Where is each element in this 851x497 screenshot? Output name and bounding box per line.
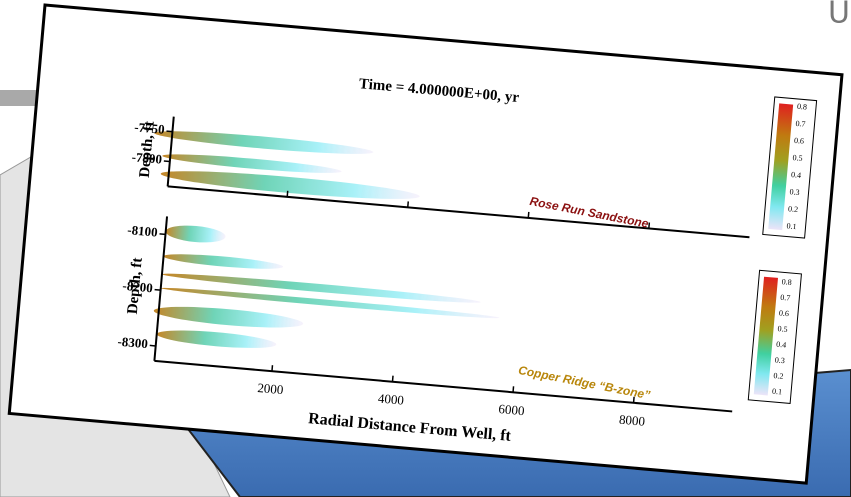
colorbar-tick-label: 0.6: [779, 308, 790, 318]
figure-card: Time = 4.000000E+00, yr Depth, ft Depth,…: [9, 5, 842, 483]
x-tick-label: 4000: [377, 391, 404, 408]
colorbar-tick-label: 0.7: [795, 119, 806, 129]
x-tick: [649, 222, 650, 228]
x-tick-label: 8000: [618, 412, 645, 429]
y-tick-label: -8300: [117, 334, 149, 352]
y-tick: [166, 131, 172, 132]
x-tick: [272, 365, 273, 371]
x-tick: [287, 191, 288, 197]
x-tick-label: 2000: [257, 380, 284, 397]
colorbar-tick-label: 0.5: [792, 153, 803, 163]
colorbar-tick-label: 0.4: [791, 170, 802, 180]
y-tick-label: -7750: [134, 119, 166, 137]
corner-text: U: [828, 0, 850, 31]
y-tick-label: -7800: [131, 149, 163, 167]
y-tick: [155, 290, 161, 291]
colorbar-tick-label: 0.4: [776, 340, 787, 350]
y-tick-label: -8200: [122, 278, 154, 296]
colorbar-tick-label: 0.8: [797, 102, 808, 112]
colorbar-tick-label: 0.7: [780, 293, 791, 303]
colorbar-tick-label: 0.5: [777, 324, 788, 334]
x-tick: [513, 386, 514, 392]
slide: U Time = 4.000000E+00, yr Depth, ft Dept…: [0, 0, 851, 497]
x-tick: [528, 212, 529, 218]
colorbar-tick-label: 0.2: [773, 371, 784, 381]
colorbar-tick-label: 0.8: [781, 277, 792, 287]
colorbar-tick-label: 0.3: [789, 187, 800, 197]
x-tick-label: 6000: [498, 401, 525, 418]
colorbar-tick-label: 0.3: [774, 355, 785, 365]
colorbar-tick-label: 0.2: [788, 204, 799, 214]
y-tick: [150, 345, 156, 346]
y-tick: [159, 234, 165, 235]
y-tick-label: -8100: [127, 222, 159, 240]
x-tick: [634, 397, 635, 403]
y-tick: [164, 161, 170, 162]
colorbar-tick-label: 0.1: [786, 221, 797, 231]
page: U Time = 4.000000E+00, yr Depth, ft Dept…: [0, 0, 851, 497]
x-tick: [408, 201, 409, 207]
x-tick: [392, 376, 393, 382]
colorbar-tick-label: 0.6: [794, 136, 805, 146]
colorbar-tick-label: 0.1: [772, 387, 783, 397]
